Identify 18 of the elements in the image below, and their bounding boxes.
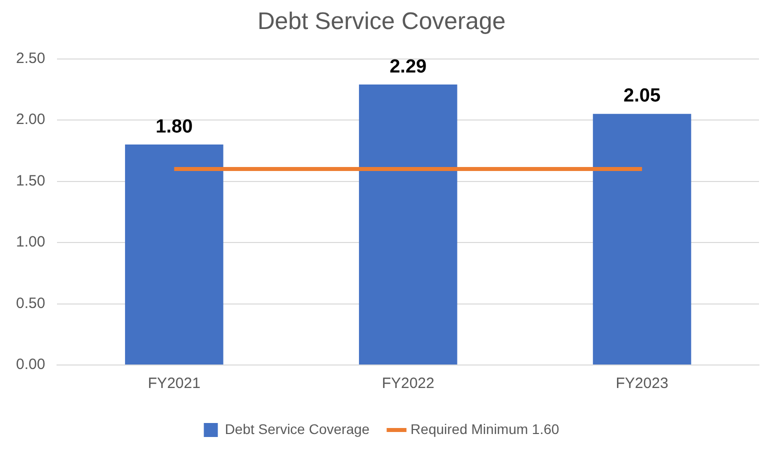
chart-title: Debt Service Coverage	[257, 8, 506, 36]
y-tick-label: 2.50	[16, 50, 46, 67]
bar	[125, 144, 224, 364]
legend-label: Required Minimum 1.60	[410, 420, 560, 437]
legend-label: Debt Service Coverage	[224, 420, 370, 437]
data-label: 2.29	[390, 56, 427, 78]
data-label: 1.80	[156, 116, 193, 138]
data-label: 2.05	[624, 86, 661, 107]
y-tick-label: 0.00	[16, 356, 46, 374]
bar	[592, 114, 692, 364]
y-tick-label: 2.00	[16, 111, 46, 128]
x-tick-label: FY2022	[382, 375, 434, 392]
y-tick-label: 0.50	[16, 294, 46, 312]
x-tick-label: FY2023	[616, 375, 668, 392]
bar	[358, 84, 458, 364]
x-tick-label: FY2021	[148, 375, 200, 392]
y-tick-label: 1.00	[16, 234, 46, 251]
y-tick-label: 1.50	[16, 172, 46, 190]
